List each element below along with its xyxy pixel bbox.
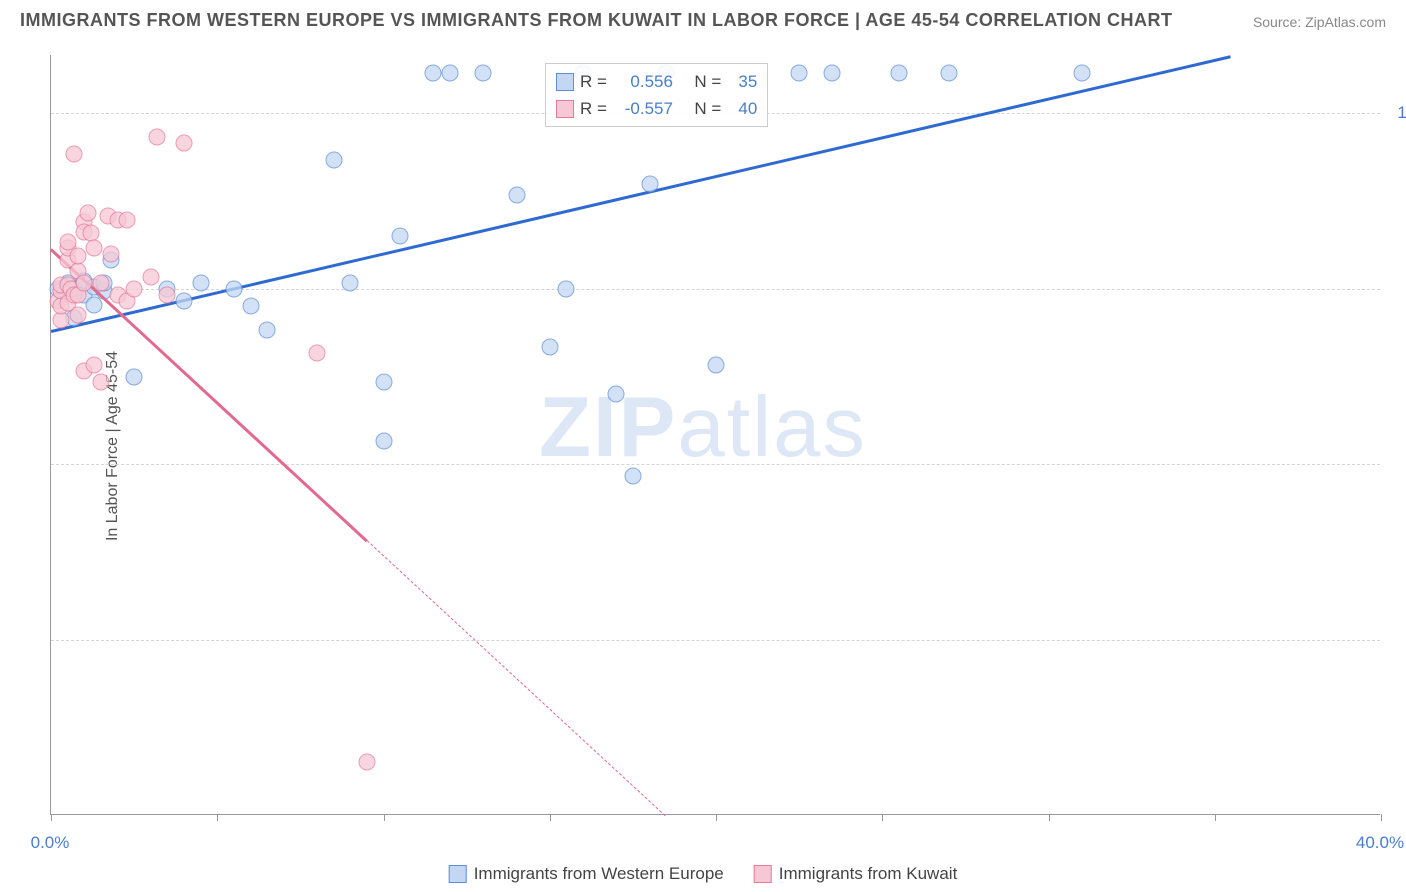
scatter-point — [225, 280, 242, 297]
chart-title: IMMIGRANTS FROM WESTERN EUROPE VS IMMIGR… — [20, 10, 1173, 31]
scatter-point — [79, 204, 96, 221]
scatter-point — [192, 275, 209, 292]
legend-n-label: N = — [694, 68, 721, 95]
gridline-horizontal — [51, 464, 1380, 465]
scatter-point — [309, 345, 326, 362]
scatter-point — [92, 374, 109, 391]
x-tick — [550, 814, 551, 821]
scatter-point — [824, 64, 841, 81]
bottom-legend: Immigrants from Western Europe Immigrants… — [449, 864, 958, 884]
legend-r-label: R = — [580, 68, 607, 95]
legend-stats-row: R =0.556 N =35 — [556, 68, 757, 95]
legend-swatch — [449, 865, 467, 883]
scatter-point — [76, 275, 93, 292]
scatter-point — [558, 280, 575, 297]
legend-swatch — [754, 865, 772, 883]
x-tick — [1215, 814, 1216, 821]
scatter-point — [119, 211, 136, 228]
scatter-point — [425, 64, 442, 81]
scatter-point — [92, 275, 109, 292]
bottom-legend-label: Immigrants from Kuwait — [779, 864, 958, 884]
scatter-point — [176, 134, 193, 151]
scatter-point — [940, 64, 957, 81]
bottom-legend-label: Immigrants from Western Europe — [474, 864, 724, 884]
legend-n-value: 40 — [727, 95, 757, 122]
scatter-point — [375, 432, 392, 449]
scatter-point — [392, 228, 409, 245]
scatter-point — [149, 128, 166, 145]
scatter-point — [708, 356, 725, 373]
scatter-point — [66, 146, 83, 163]
scatter-point — [102, 245, 119, 262]
legend-n-value: 35 — [727, 68, 757, 95]
scatter-point — [325, 152, 342, 169]
scatter-point — [624, 467, 641, 484]
scatter-point — [608, 386, 625, 403]
x-tick — [217, 814, 218, 821]
scatter-point — [126, 280, 143, 297]
bottom-legend-item: Immigrants from Western Europe — [449, 864, 724, 884]
x-tick — [882, 814, 883, 821]
scatter-point — [375, 374, 392, 391]
scatter-point — [342, 275, 359, 292]
legend-r-value: -0.557 — [613, 95, 673, 122]
legend-stats-row: R =-0.557 N =40 — [556, 95, 757, 122]
x-tick — [716, 814, 717, 821]
x-tick-label: 0.0% — [31, 833, 70, 853]
scatter-point — [358, 754, 375, 771]
scatter-point — [1073, 64, 1090, 81]
legend-stats-box: R =0.556 N =35R =-0.557 N =40 — [545, 63, 768, 127]
scatter-point — [86, 356, 103, 373]
regression-line — [367, 540, 666, 816]
y-tick-label: 85.0% — [1390, 279, 1406, 299]
x-tick — [1049, 814, 1050, 821]
plot-area: 55.0%70.0%85.0%100.0% — [50, 55, 1380, 815]
legend-r-value: 0.556 — [613, 68, 673, 95]
legend-swatch — [556, 73, 574, 91]
scatter-point — [86, 239, 103, 256]
x-tick — [1381, 814, 1382, 821]
scatter-point — [641, 175, 658, 192]
scatter-point — [69, 306, 86, 323]
scatter-point — [86, 297, 103, 314]
scatter-point — [791, 64, 808, 81]
source-label: Source: ZipAtlas.com — [1253, 14, 1386, 30]
y-tick-label: 70.0% — [1390, 454, 1406, 474]
legend-swatch — [556, 100, 574, 118]
scatter-point — [176, 292, 193, 309]
x-tick-label: 40.0% — [1356, 833, 1404, 853]
scatter-point — [541, 339, 558, 356]
scatter-point — [508, 187, 525, 204]
bottom-legend-item: Immigrants from Kuwait — [754, 864, 958, 884]
y-tick-label: 55.0% — [1390, 630, 1406, 650]
scatter-point — [82, 224, 99, 241]
scatter-point — [442, 64, 459, 81]
y-tick-label: 100.0% — [1390, 103, 1406, 123]
scatter-point — [159, 286, 176, 303]
gridline-horizontal — [51, 289, 1380, 290]
scatter-point — [242, 298, 259, 315]
legend-n-label: N = — [694, 95, 721, 122]
scatter-point — [69, 248, 86, 265]
scatter-point — [259, 321, 276, 338]
x-tick — [51, 814, 52, 821]
gridline-horizontal — [51, 640, 1380, 641]
x-tick — [384, 814, 385, 821]
legend-r-label: R = — [580, 95, 607, 122]
scatter-point — [126, 368, 143, 385]
scatter-point — [475, 64, 492, 81]
scatter-point — [890, 64, 907, 81]
scatter-point — [142, 269, 159, 286]
